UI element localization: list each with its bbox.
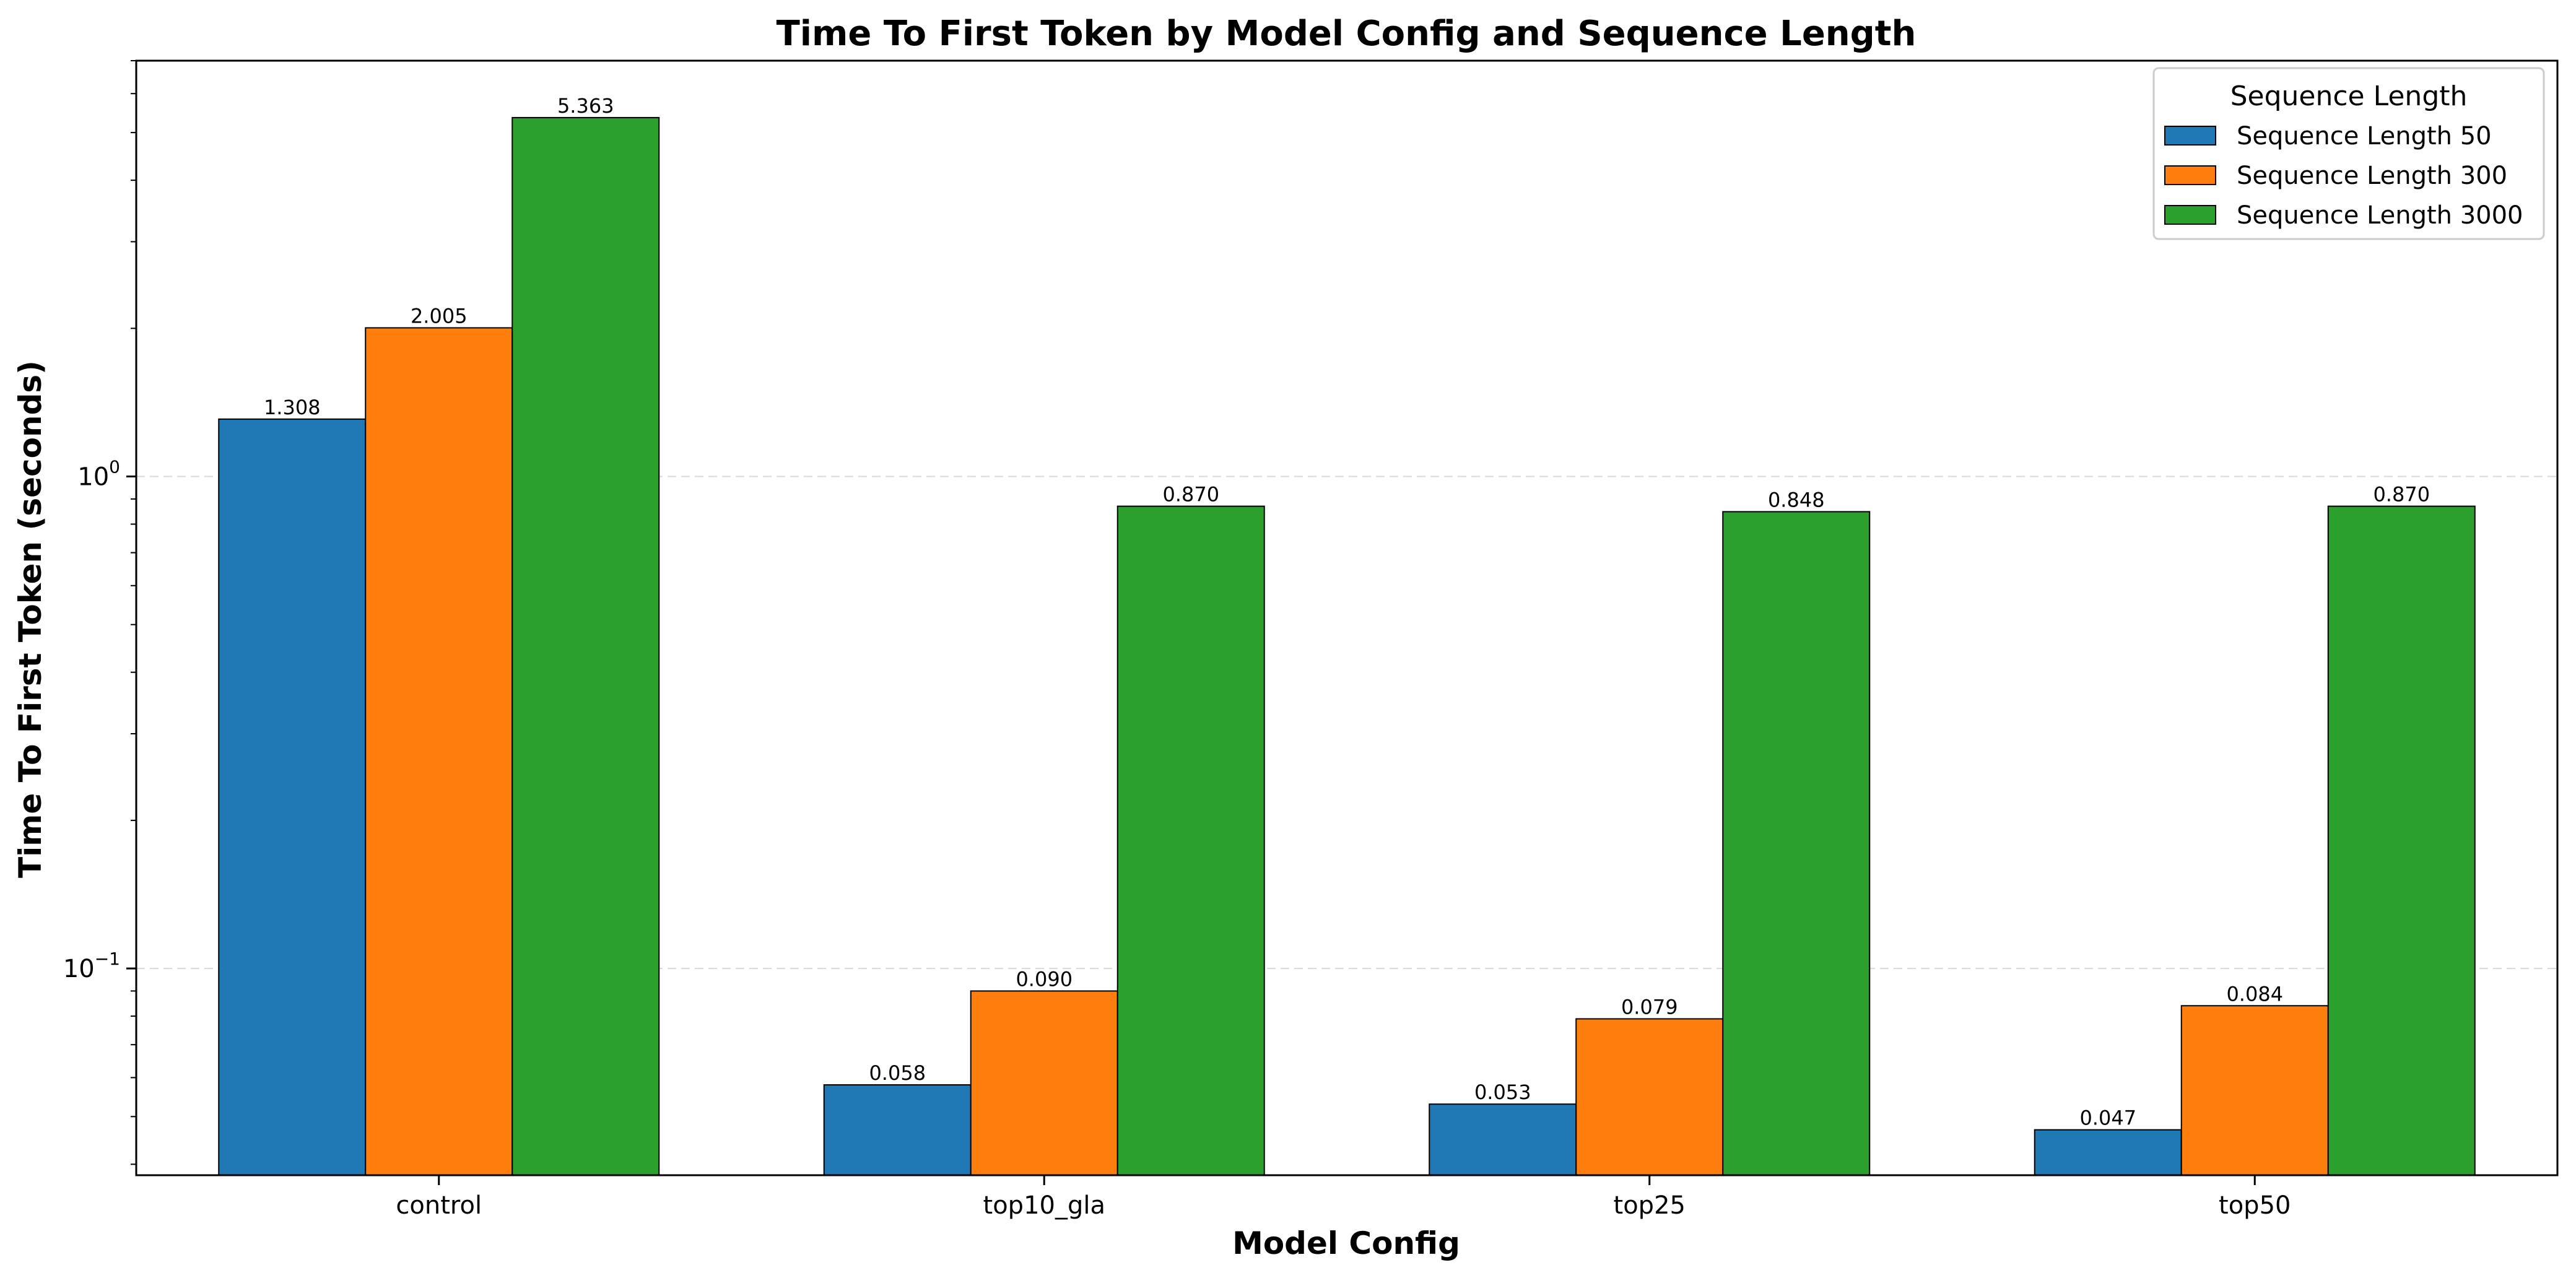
x-axis-label: Model Config	[1232, 1225, 1460, 1261]
bars	[218, 116, 2476, 1176]
bar	[970, 990, 1118, 1176]
x-tick-label: top10_gla	[983, 1191, 1105, 1220]
bar	[218, 418, 367, 1176]
bar	[2180, 1005, 2329, 1176]
bar	[365, 327, 513, 1176]
legend-entry: Sequence Length 3000	[2237, 201, 2523, 230]
bar	[1575, 1018, 1724, 1176]
bar	[511, 116, 660, 1176]
x-tick-label: control	[396, 1191, 482, 1220]
bar-value-label: 0.090	[1016, 967, 1073, 991]
bar	[1429, 1103, 1577, 1176]
y-axis: 10−1 100	[63, 60, 136, 1165]
data-labels: 1.308 2.005 5.363 0.058 0.090 0.870 0.053 0.079…	[264, 94, 2430, 1130]
legend: Sequence Length Sequence Length 50 Sequen…	[2152, 67, 2545, 240]
bar-value-label: 5.363	[557, 94, 614, 118]
x-tick-label: top50	[2219, 1191, 2291, 1220]
y-tick-label: 100	[77, 457, 120, 492]
bar-value-label: 0.047	[2079, 1106, 2136, 1130]
bar-value-label: 1.308	[264, 396, 321, 419]
bar-value-label: 0.848	[1768, 488, 1825, 511]
x-tick-label: top25	[1614, 1191, 1686, 1220]
y-axis-label: Time To First Token (seconds)	[12, 360, 48, 878]
bar	[2034, 1129, 2182, 1176]
legend-entry: Sequence Length 50	[2237, 122, 2492, 150]
bar	[1116, 505, 1265, 1176]
legend-swatch	[2164, 126, 2216, 146]
bar-value-label: 0.870	[2373, 483, 2430, 506]
legend-swatch	[2164, 205, 2216, 225]
bar-value-label: 0.079	[1621, 995, 1678, 1019]
bar	[2327, 505, 2476, 1176]
bar	[1722, 511, 1871, 1176]
x-axis: control top10_gla top25 top50	[396, 1175, 2291, 1220]
bar-value-label: 0.870	[1162, 483, 1219, 506]
plot-frame	[135, 59, 2559, 1176]
bar-value-label: 0.058	[869, 1061, 926, 1085]
legend-box	[2152, 67, 2545, 240]
bar-value-label: 0.084	[2226, 982, 2283, 1006]
bar-value-label: 0.053	[1474, 1080, 1531, 1104]
legend-title: Sequence Length	[2230, 80, 2468, 112]
bar	[823, 1084, 972, 1176]
legend-entry: Sequence Length 300	[2237, 162, 2507, 190]
chart-title: Time To First Token by Model Config and …	[777, 14, 1917, 54]
bar-value-label: 2.005	[411, 304, 468, 328]
y-tick-label: 10−1	[63, 949, 120, 983]
legend-swatch	[2164, 165, 2216, 185]
